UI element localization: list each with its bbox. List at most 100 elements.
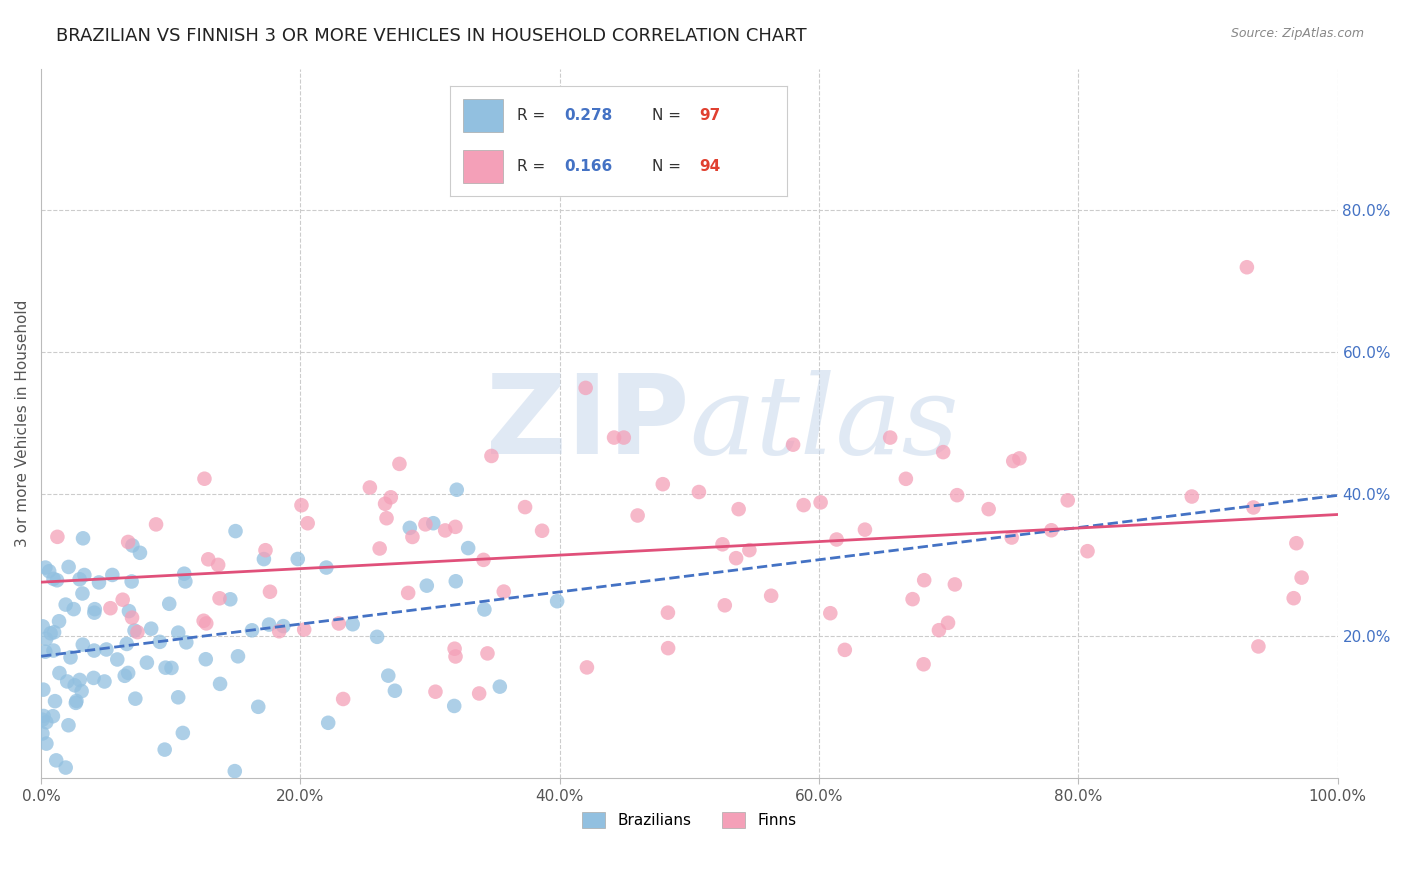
Point (1282, 591, 1305, 606)
Point (42, 643, 65, 657)
Point (316, 715, 339, 730)
Point (83, 671, 105, 685)
Point (713, 599, 735, 613)
Point (87, 575, 110, 590)
Point (58, 718, 80, 732)
Point (197, 552, 219, 566)
Point (738, 543, 761, 558)
Point (912, 657, 935, 672)
Text: ZIP: ZIP (486, 370, 689, 477)
Point (160, 661, 183, 675)
Point (224, 764, 246, 778)
Text: BRAZILIAN VS FINNISH 3 OR MORE VEHICLES IN HOUSEHOLD CORRELATION CHART: BRAZILIAN VS FINNISH 3 OR MORE VEHICLES … (56, 27, 807, 45)
Point (380, 491, 402, 505)
Point (72, 531, 94, 545)
Point (398, 521, 420, 535)
Point (271, 619, 294, 633)
Point (901, 592, 924, 607)
Text: atlas: atlas (689, 369, 959, 477)
Point (45, 753, 67, 767)
Point (287, 552, 309, 566)
Point (101, 568, 124, 582)
Point (1241, 500, 1264, 515)
Point (377, 668, 399, 682)
Point (35, 632, 58, 646)
Point (31, 726, 53, 740)
Point (315, 560, 337, 574)
Text: Source: ZipAtlas.com: Source: ZipAtlas.com (1230, 27, 1364, 40)
Point (531, 524, 554, 538)
Point (269, 624, 291, 639)
Point (727, 502, 749, 516)
Point (416, 579, 439, 593)
Point (1002, 454, 1025, 468)
Point (820, 606, 842, 620)
Point (34, 560, 56, 574)
Point (100, 601, 122, 615)
Point (195, 616, 218, 631)
Point (725, 551, 748, 566)
Point (415, 517, 437, 532)
Point (225, 524, 247, 538)
Point (226, 649, 249, 664)
Point (782, 438, 804, 452)
Point (219, 592, 242, 607)
Point (290, 498, 312, 512)
Point (366, 630, 388, 644)
Point (388, 457, 411, 471)
Point (253, 552, 276, 566)
Point (129, 546, 152, 560)
Point (31, 619, 53, 633)
Point (174, 574, 197, 589)
Point (1291, 571, 1313, 585)
Point (481, 449, 503, 463)
Point (111, 592, 134, 607)
Point (247, 699, 270, 714)
Point (121, 610, 143, 624)
Point (759, 589, 782, 603)
Point (928, 623, 950, 637)
Point (59, 650, 82, 665)
Point (825, 533, 848, 547)
Point (46, 530, 69, 544)
Point (117, 535, 139, 549)
Point (127, 625, 149, 640)
Point (472, 553, 495, 567)
Point (853, 523, 876, 537)
Point (894, 472, 917, 486)
Point (946, 488, 969, 502)
Point (72, 586, 94, 600)
Point (1285, 536, 1308, 550)
Point (613, 431, 636, 445)
Point (42, 572, 65, 586)
Point (72, 638, 94, 652)
Point (193, 472, 215, 486)
Point (207, 558, 229, 572)
Point (474, 602, 496, 616)
Point (56, 674, 79, 689)
Point (157, 597, 180, 611)
Point (55, 761, 77, 775)
Point (793, 498, 815, 512)
Point (172, 726, 194, 740)
Point (259, 584, 281, 599)
Legend: Brazilians, Finns: Brazilians, Finns (576, 806, 803, 834)
Point (240, 624, 263, 638)
Point (35, 715, 58, 730)
Point (167, 625, 190, 640)
Point (83, 643, 105, 657)
Point (124, 691, 146, 706)
Point (359, 481, 381, 495)
Point (546, 594, 568, 608)
Point (943, 577, 966, 591)
Point (446, 483, 468, 497)
Point (444, 649, 467, 664)
Point (121, 539, 143, 553)
Point (145, 517, 167, 532)
Point (155, 660, 177, 674)
Point (135, 656, 157, 670)
Point (83, 606, 105, 620)
Point (115, 637, 138, 651)
Point (879, 431, 901, 445)
Point (257, 617, 280, 632)
